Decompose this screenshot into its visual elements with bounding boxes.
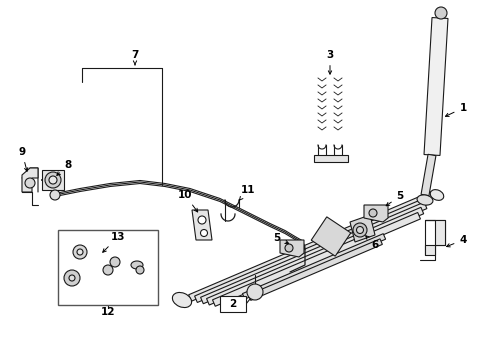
Circle shape — [69, 275, 75, 281]
Text: 12: 12 — [101, 307, 115, 317]
Circle shape — [64, 270, 80, 286]
Polygon shape — [200, 202, 427, 304]
Text: 4: 4 — [446, 235, 466, 247]
Polygon shape — [189, 192, 433, 301]
Circle shape — [49, 176, 57, 184]
Circle shape — [285, 244, 293, 252]
Text: 9: 9 — [19, 147, 28, 171]
Circle shape — [25, 178, 35, 188]
Polygon shape — [243, 234, 386, 299]
Polygon shape — [207, 207, 424, 305]
Polygon shape — [192, 210, 212, 240]
Circle shape — [353, 223, 367, 237]
Text: 5: 5 — [273, 233, 289, 243]
Text: 3: 3 — [326, 50, 334, 74]
Polygon shape — [22, 168, 38, 192]
Circle shape — [136, 266, 144, 274]
Polygon shape — [424, 18, 448, 156]
Ellipse shape — [417, 195, 433, 205]
Circle shape — [369, 209, 377, 217]
Text: 5: 5 — [386, 191, 404, 206]
Circle shape — [435, 7, 447, 19]
Ellipse shape — [172, 292, 192, 307]
Ellipse shape — [131, 261, 143, 269]
Polygon shape — [425, 220, 445, 255]
Text: 11: 11 — [240, 185, 255, 200]
Bar — [220, 296, 246, 312]
Circle shape — [73, 245, 87, 259]
Ellipse shape — [430, 190, 444, 201]
Circle shape — [198, 216, 206, 224]
Circle shape — [200, 230, 207, 237]
Text: 10: 10 — [178, 190, 197, 212]
Circle shape — [77, 249, 83, 255]
Text: 6: 6 — [366, 236, 379, 250]
Polygon shape — [280, 240, 304, 257]
Text: 8: 8 — [57, 160, 72, 175]
Bar — [314, 155, 348, 162]
Text: 2: 2 — [229, 299, 237, 309]
Polygon shape — [421, 154, 436, 196]
Polygon shape — [350, 215, 375, 242]
Bar — [42, 170, 64, 190]
Polygon shape — [248, 239, 382, 300]
Polygon shape — [364, 205, 388, 222]
Circle shape — [103, 265, 113, 275]
Polygon shape — [195, 197, 430, 302]
Text: 13: 13 — [103, 232, 125, 252]
Polygon shape — [311, 217, 351, 256]
Text: 7: 7 — [131, 50, 139, 60]
Circle shape — [110, 257, 120, 267]
Circle shape — [357, 226, 364, 234]
Circle shape — [50, 190, 60, 200]
Polygon shape — [213, 212, 420, 306]
Text: 1: 1 — [445, 103, 466, 116]
Circle shape — [45, 172, 61, 188]
Circle shape — [247, 284, 263, 300]
Bar — [58, 230, 158, 305]
